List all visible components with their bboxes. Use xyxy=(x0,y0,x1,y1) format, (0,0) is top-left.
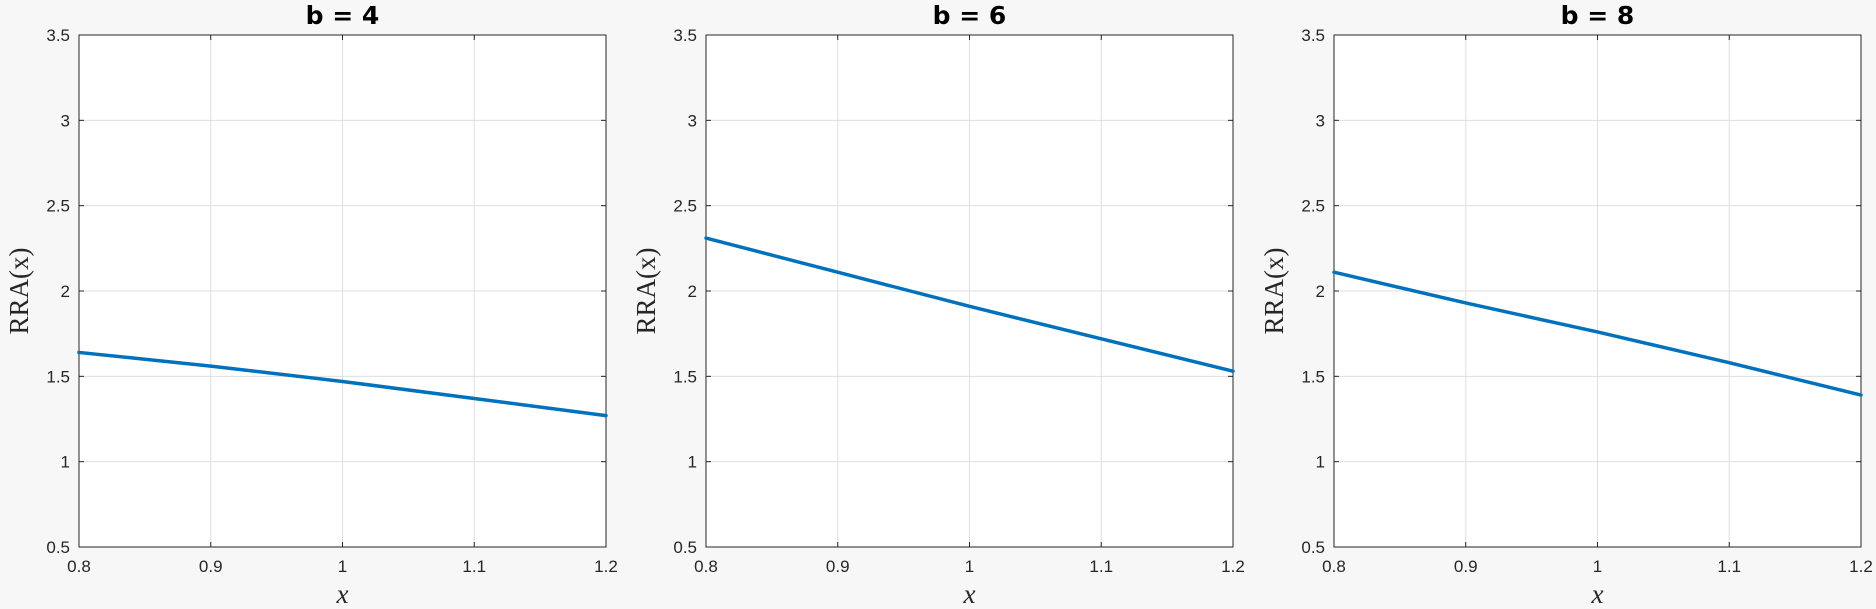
x-tick-label: 0.8 xyxy=(694,557,718,576)
y-axis-label: RRA(x) xyxy=(4,248,34,335)
y-tick-label: 2.5 xyxy=(46,197,70,216)
y-tick-label: 2 xyxy=(1316,282,1325,301)
x-tick-label: 1.2 xyxy=(1221,557,1245,576)
y-tick-label: 0.5 xyxy=(46,538,70,557)
chart-title: b = 4 xyxy=(306,1,380,30)
x-tick-label: 0.9 xyxy=(199,557,223,576)
y-tick-label: 2.5 xyxy=(1301,197,1325,216)
x-axis-label: x xyxy=(963,579,976,609)
x-tick-label: 1 xyxy=(965,557,974,576)
x-tick-label: 0.9 xyxy=(1454,557,1478,576)
y-tick-label: 2 xyxy=(688,282,697,301)
y-tick-label: 3 xyxy=(61,111,70,130)
y-tick-label: 1.5 xyxy=(673,367,697,386)
y-tick-label: 2.5 xyxy=(673,197,697,216)
y-tick-label: 1.5 xyxy=(1301,367,1325,386)
y-tick-label: 1 xyxy=(688,453,697,472)
y-tick-label: 3.5 xyxy=(673,26,697,45)
y-tick-label: 0.5 xyxy=(1301,538,1325,557)
x-tick-label: 1.2 xyxy=(594,557,618,576)
x-tick-label: 0.8 xyxy=(1322,557,1346,576)
y-axis-label: RRA(x) xyxy=(1259,248,1289,335)
x-tick-label: 1.1 xyxy=(462,557,486,576)
y-tick-label: 1 xyxy=(1316,453,1325,472)
x-axis-label: x xyxy=(1591,579,1604,609)
chart-panel-1: 0.8 0.9 1 1.1 1.2 0.5 1 1.5 2 2.5 3 3.5 b = 4 x RRA(x) xyxy=(4,1,618,609)
y-tick-label: 3.5 xyxy=(46,26,70,45)
chart-panel-3: 0.8 0.9 1 1.1 1.2 0.5 1 1.5 2 2.5 3 3.5 b = 8 x RRA(x) xyxy=(1259,1,1873,609)
y-tick-label: 0.5 xyxy=(673,538,697,557)
x-tick-label: 0.8 xyxy=(67,557,91,576)
y-tick-label: 3 xyxy=(688,111,697,130)
chart-title: b = 8 xyxy=(1561,1,1635,30)
x-axis-label: x xyxy=(336,579,349,609)
y-tick-label: 2 xyxy=(61,282,70,301)
chart-title: b = 6 xyxy=(933,1,1007,30)
chart-panel-2: 0.8 0.9 1 1.1 1.2 0.5 1 1.5 2 2.5 3 3.5 b = 6 x RRA(x) xyxy=(631,1,1245,609)
y-axis-label: RRA(x) xyxy=(631,248,661,335)
x-tick-label: 1.1 xyxy=(1089,557,1113,576)
x-tick-label: 1.2 xyxy=(1849,557,1873,576)
x-tick-label: 0.9 xyxy=(826,557,850,576)
x-tick-label: 1.1 xyxy=(1717,557,1741,576)
x-tick-label: 1 xyxy=(338,557,347,576)
x-tick-label: 1 xyxy=(1593,557,1602,576)
y-tick-label: 1 xyxy=(61,453,70,472)
y-tick-label: 1.5 xyxy=(46,367,70,386)
y-tick-label: 3.5 xyxy=(1301,26,1325,45)
y-tick-label: 3 xyxy=(1316,111,1325,130)
